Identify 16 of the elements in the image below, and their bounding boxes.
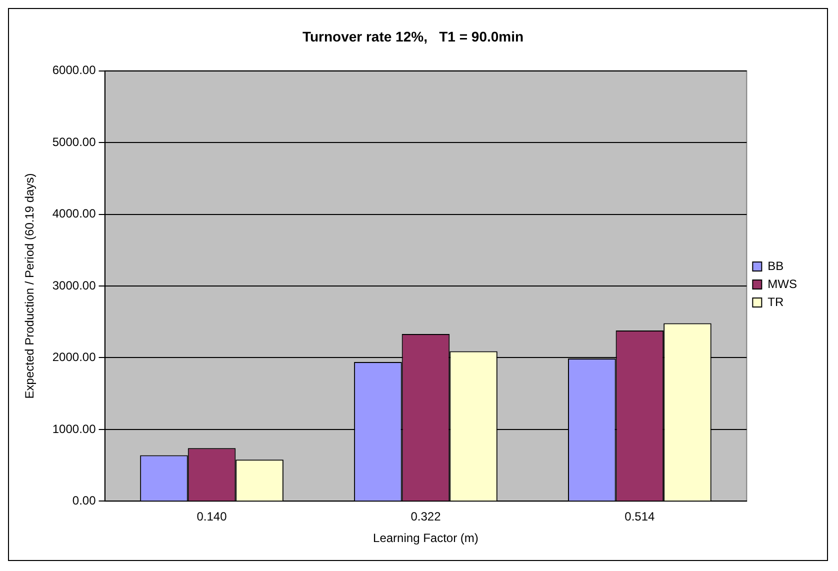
y-tick-label: 5000.00 xyxy=(52,134,96,149)
x-tick-label: 0.514 xyxy=(624,510,656,524)
legend-label: TR xyxy=(768,294,784,309)
legend-label: MWS xyxy=(768,276,797,291)
y-tick-label: 1000.00 xyxy=(52,422,96,436)
chart-title: Turnover rate 12%, T1 = 90.0min xyxy=(302,28,524,44)
y-tick-label: 0.00 xyxy=(72,494,96,508)
x-axis-title: Learning Factor (m) xyxy=(373,531,478,546)
y-tick-label: 2000.00 xyxy=(52,350,96,364)
y-tick-label: 3000.00 xyxy=(52,278,96,292)
x-tick-label: 0.140 xyxy=(196,510,228,524)
y-tick-label: 4000.00 xyxy=(52,206,96,221)
y-axis-title: Expected Production / Period (60.19 days) xyxy=(22,173,37,399)
y-tick-label: 6000.00 xyxy=(52,63,96,78)
legend-label: BB xyxy=(768,258,784,273)
x-tick-label: 0.322 xyxy=(410,510,442,524)
